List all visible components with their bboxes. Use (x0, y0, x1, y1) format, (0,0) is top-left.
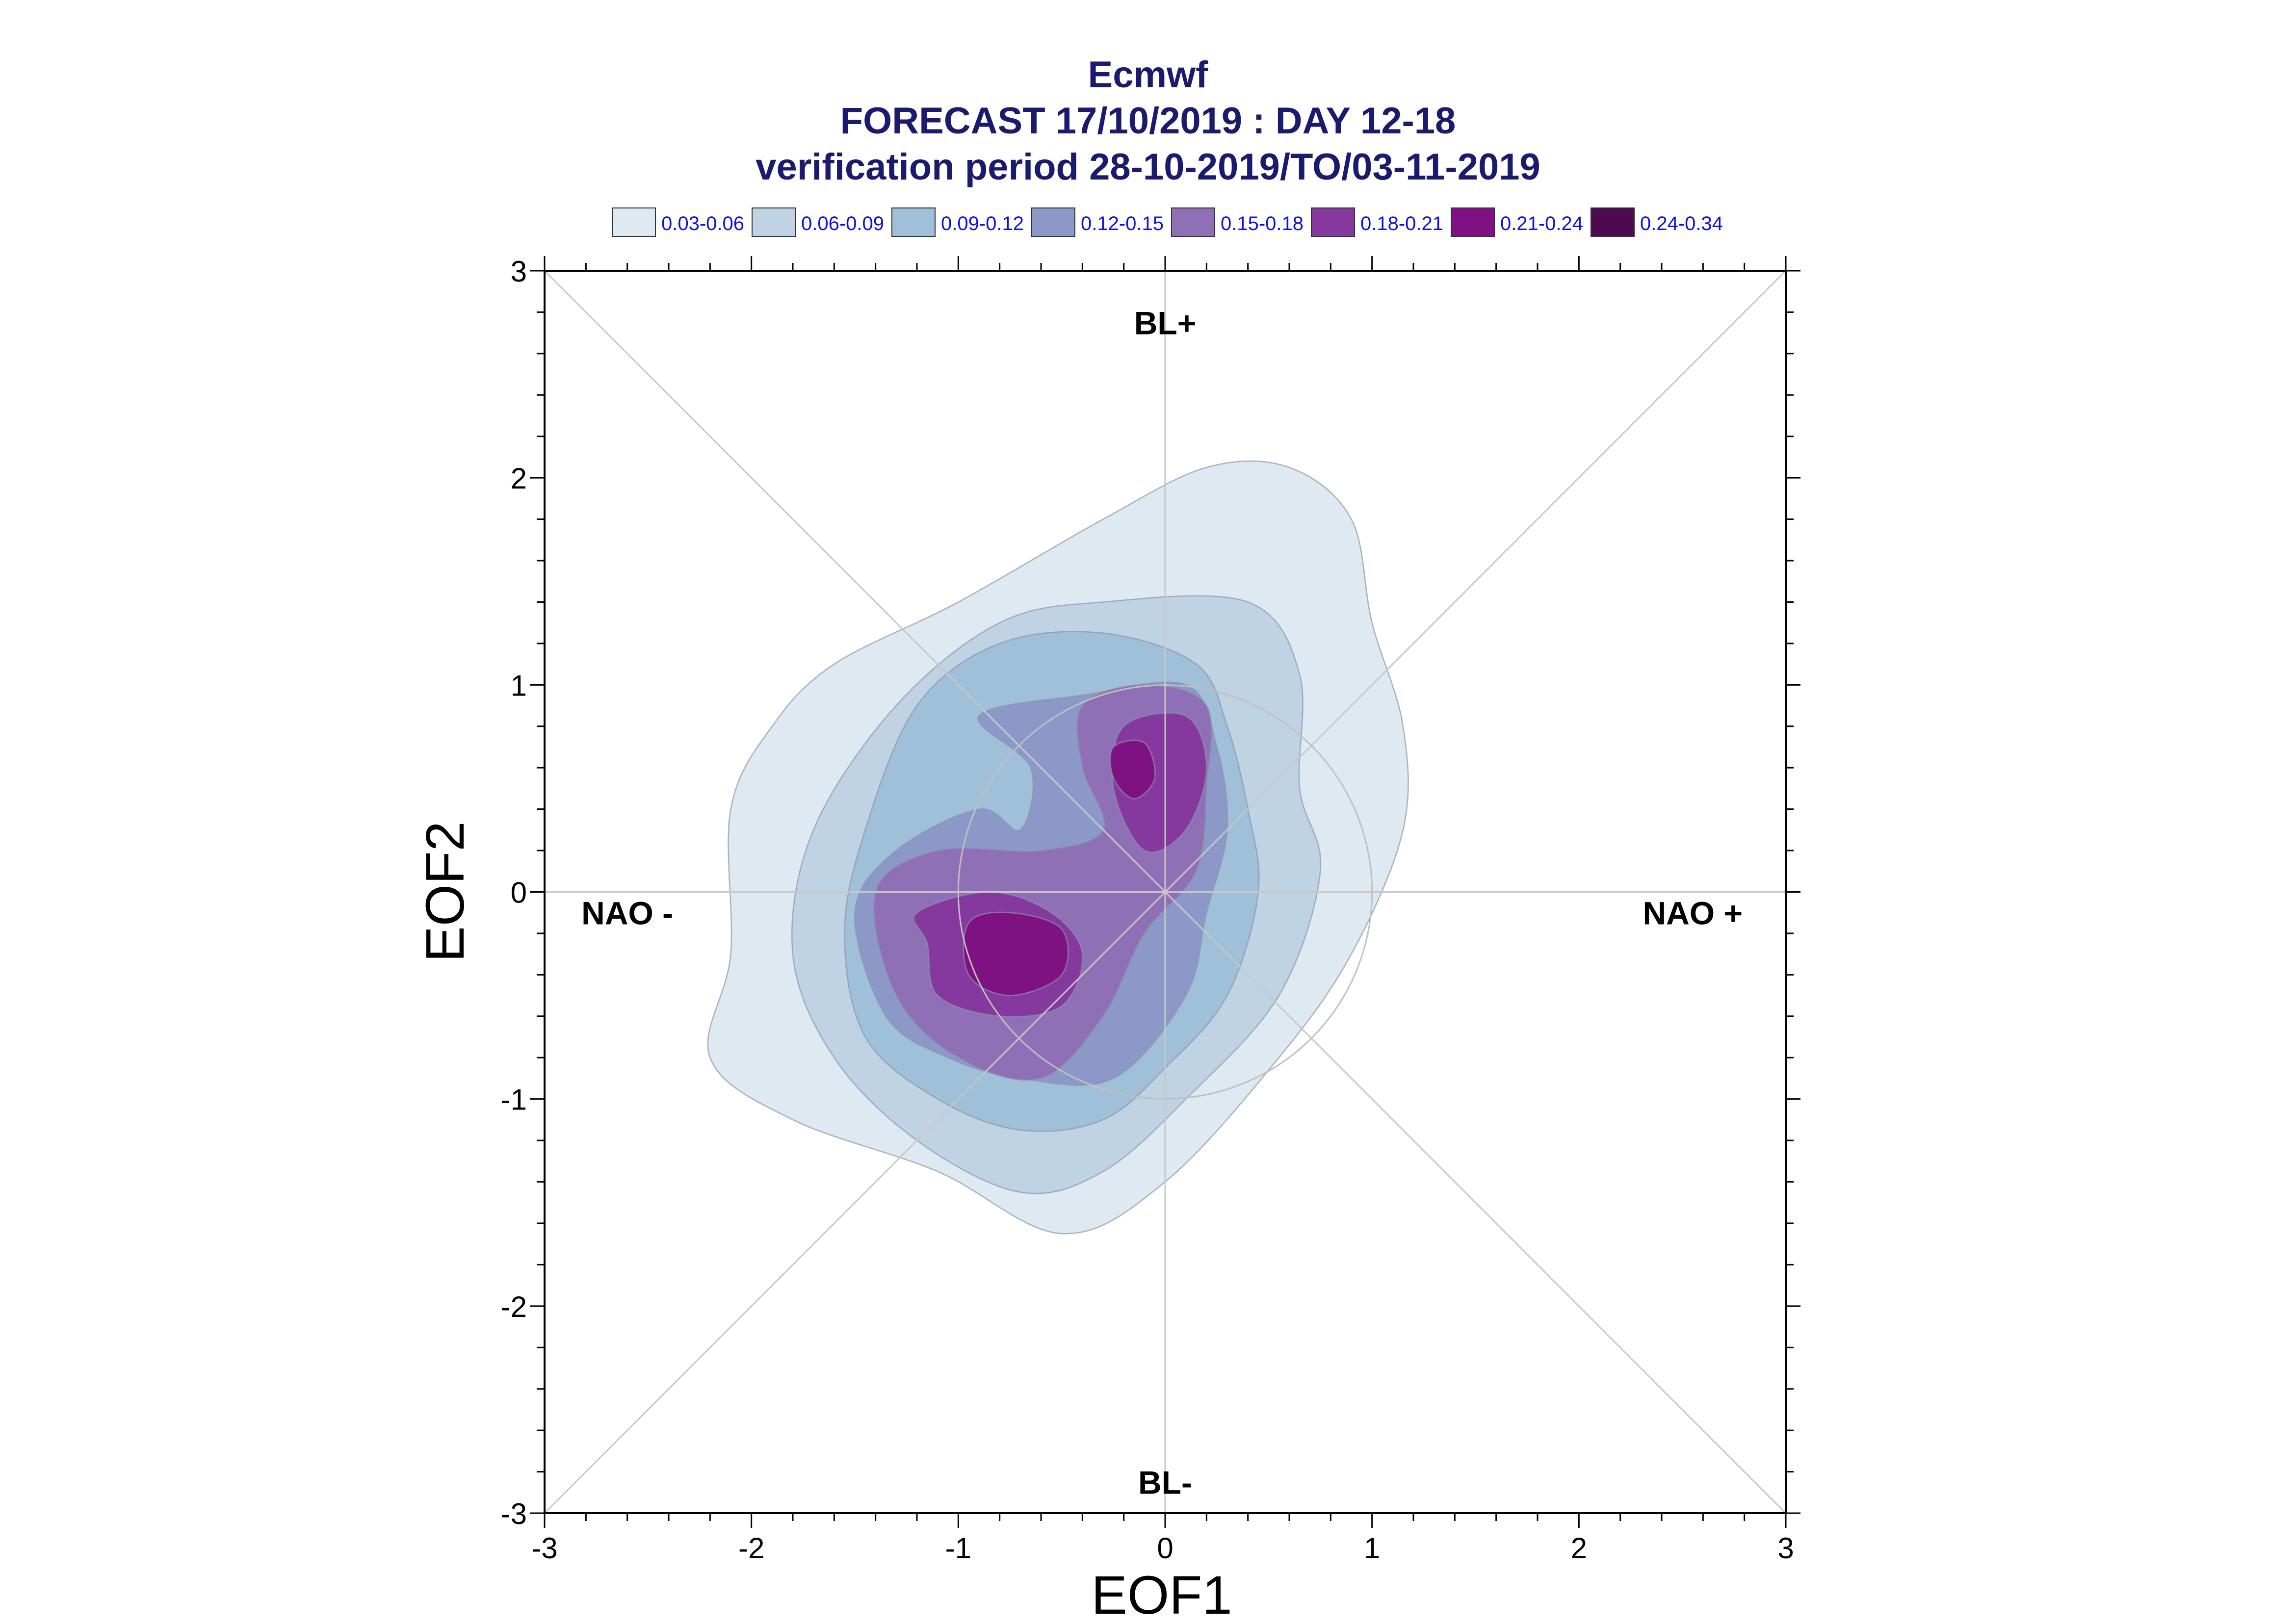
x-tick-label: -3 (531, 1532, 557, 1565)
legend-swatch (1591, 207, 1635, 237)
legend-label: 0.09-0.12 (941, 213, 1024, 234)
y-tick-label: 1 (511, 669, 527, 702)
y-tick-label: -2 (501, 1290, 527, 1323)
legend-swatch (612, 207, 656, 237)
y-tick-label: -3 (501, 1497, 527, 1530)
contour-region (963, 911, 1069, 996)
legend-label: 0.06-0.09 (801, 213, 884, 234)
legend-swatch (752, 207, 796, 237)
reference-circle (957, 684, 1373, 1100)
contour-layer (707, 460, 1409, 1235)
chart-subtitle-line-2: verification period 28-10-2019/TO/03-11-… (756, 146, 1540, 188)
region-label: NAO - (581, 895, 673, 931)
chart-subtitle-line-1: FORECAST 17/10/2019 : DAY 12-18 (840, 100, 1456, 142)
legend-label: 0.21-0.24 (1500, 213, 1583, 234)
legend-label: 0.24-0.34 (1640, 213, 1723, 234)
x-tick-label: 3 (1777, 1532, 1794, 1565)
legend-swatch (1031, 207, 1075, 237)
legend-label: 0.15-0.18 (1221, 213, 1304, 234)
x-tick-label: 1 (1364, 1532, 1380, 1565)
legend-swatch (1451, 207, 1495, 237)
y-tick-label: 3 (511, 255, 527, 288)
chart-title: Ecmwf (1088, 54, 1209, 96)
x-tick-label: 0 (1157, 1532, 1173, 1565)
y-tick-label: -1 (501, 1083, 527, 1116)
axis-ticks: -3 -2 -1 0 1 2 3 -3 -2 -1 0 1 2 3 (501, 255, 1800, 1565)
region-label: BL+ (1134, 305, 1197, 341)
legend-label: 0.12-0.15 (1081, 213, 1164, 234)
y-tick-label: 2 (511, 462, 527, 495)
y-tick-label: 0 (511, 876, 527, 909)
reference-lines (544, 270, 1787, 1514)
x-tick-label: -1 (945, 1532, 971, 1565)
legend-swatch (1311, 207, 1355, 237)
legend-label: 0.03-0.06 (661, 213, 744, 234)
y-axis-title: EOF2 (415, 821, 475, 962)
x-tick-label: 2 (1571, 1532, 1587, 1565)
contour-region (1109, 740, 1156, 799)
legend-swatch (891, 207, 936, 237)
region-label: BL- (1138, 1465, 1192, 1501)
plot-area: -3 -2 -1 0 1 2 3 -3 -2 -1 0 1 2 3 BL+ BL- NAO - NAO + (501, 255, 1800, 1565)
x-axis-title: EOF1 (1091, 1565, 1232, 1624)
x-tick-label: -2 (738, 1532, 764, 1565)
region-labels: BL+ BL- NAO - NAO + (581, 305, 1743, 1501)
legend-label: 0.18-0.21 (1360, 213, 1443, 234)
legend-swatch (1171, 207, 1215, 237)
region-label: NAO + (1643, 895, 1743, 931)
legend: 0.03-0.06 0.06-0.09 0.09-0.12 0.12-0.15 0.15… (612, 207, 1723, 237)
